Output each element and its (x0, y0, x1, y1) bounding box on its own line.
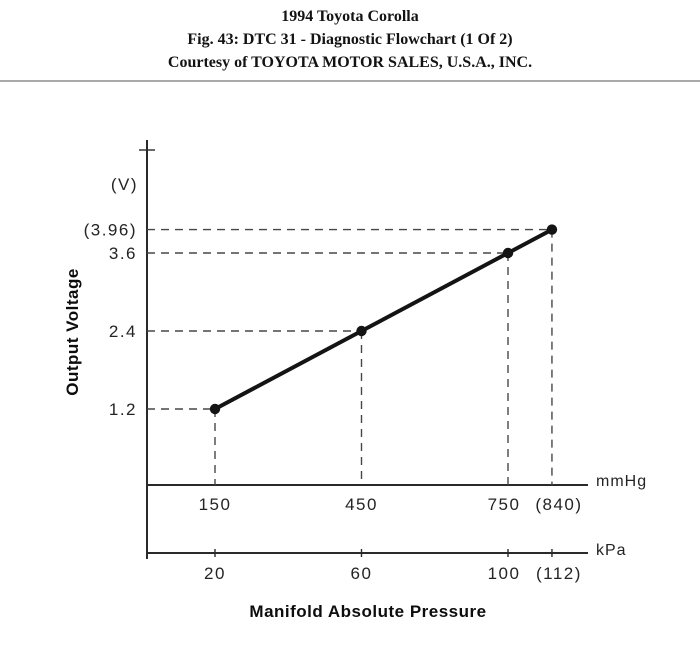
voltage-tick-label: (3.96) (84, 221, 137, 240)
data-point (546, 224, 558, 235)
voltage-tick-label: 1.2 (109, 400, 137, 419)
chart-container: 1.2 150 20 2.4 450 60 3.6 750 100 (3.96) (840) (112… (0, 94, 700, 649)
y-unit-label: (V) (111, 175, 138, 194)
kpa-tick-label: (112) (536, 564, 582, 583)
mmhg-tick-label: 750 (488, 495, 521, 514)
guide-lines-group (147, 228, 553, 485)
mmhg-tick-label: 450 (345, 495, 378, 514)
kpa-tick-label: 100 (488, 564, 521, 583)
axes-group (139, 140, 588, 559)
voltage-tick-label: 2.4 (109, 322, 137, 341)
x-axis-title: Manifold Absolute Pressure (249, 602, 486, 621)
y-axis-title: Output Voltage (63, 268, 82, 396)
courtesy-line: Courtesy of TOYOTA MOTOR SALES, U.S.A., … (167, 54, 533, 71)
vehicle-title: 1994 Toyota Corolla (281, 8, 419, 25)
mmhg-tick-label: (840) (535, 495, 582, 514)
figure-header: 1994 Toyota Corolla Fig. 43: DTC 31 - Di… (0, 0, 700, 74)
data-point (356, 325, 367, 337)
data-point (502, 247, 514, 259)
x-unit-mmhg-label: mmHg (596, 473, 647, 490)
kpa-tick-label: 60 (351, 564, 373, 583)
data-point (209, 403, 221, 415)
header-divider (0, 80, 700, 82)
data-series-group (209, 224, 558, 415)
tick-labels-group: 1.2 150 20 2.4 450 60 3.6 750 100 (3.96) (840) (112… (84, 221, 582, 583)
map-sensor-voltage-chart: 1.2 150 20 2.4 450 60 3.6 750 100 (3.96) (840) (112… (63, 140, 647, 621)
figure-caption: Fig. 43: DTC 31 - Diagnostic Flowchart (… (187, 31, 513, 48)
mmhg-tick-label: 150 (199, 495, 232, 514)
kpa-tick-label: 20 (204, 564, 226, 583)
voltage-tick-label: 3.6 (109, 244, 137, 263)
output-voltage-line (213, 227, 554, 411)
x-unit-kpa-label: kPa (596, 542, 627, 559)
